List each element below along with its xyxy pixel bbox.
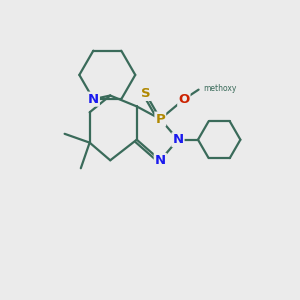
Text: P: P xyxy=(155,112,165,126)
Text: S: S xyxy=(141,87,150,100)
Text: methoxy: methoxy xyxy=(203,84,236,93)
Text: N: N xyxy=(155,154,166,167)
Text: N: N xyxy=(88,93,99,106)
Text: O: O xyxy=(178,93,190,106)
Text: N: N xyxy=(172,133,184,146)
